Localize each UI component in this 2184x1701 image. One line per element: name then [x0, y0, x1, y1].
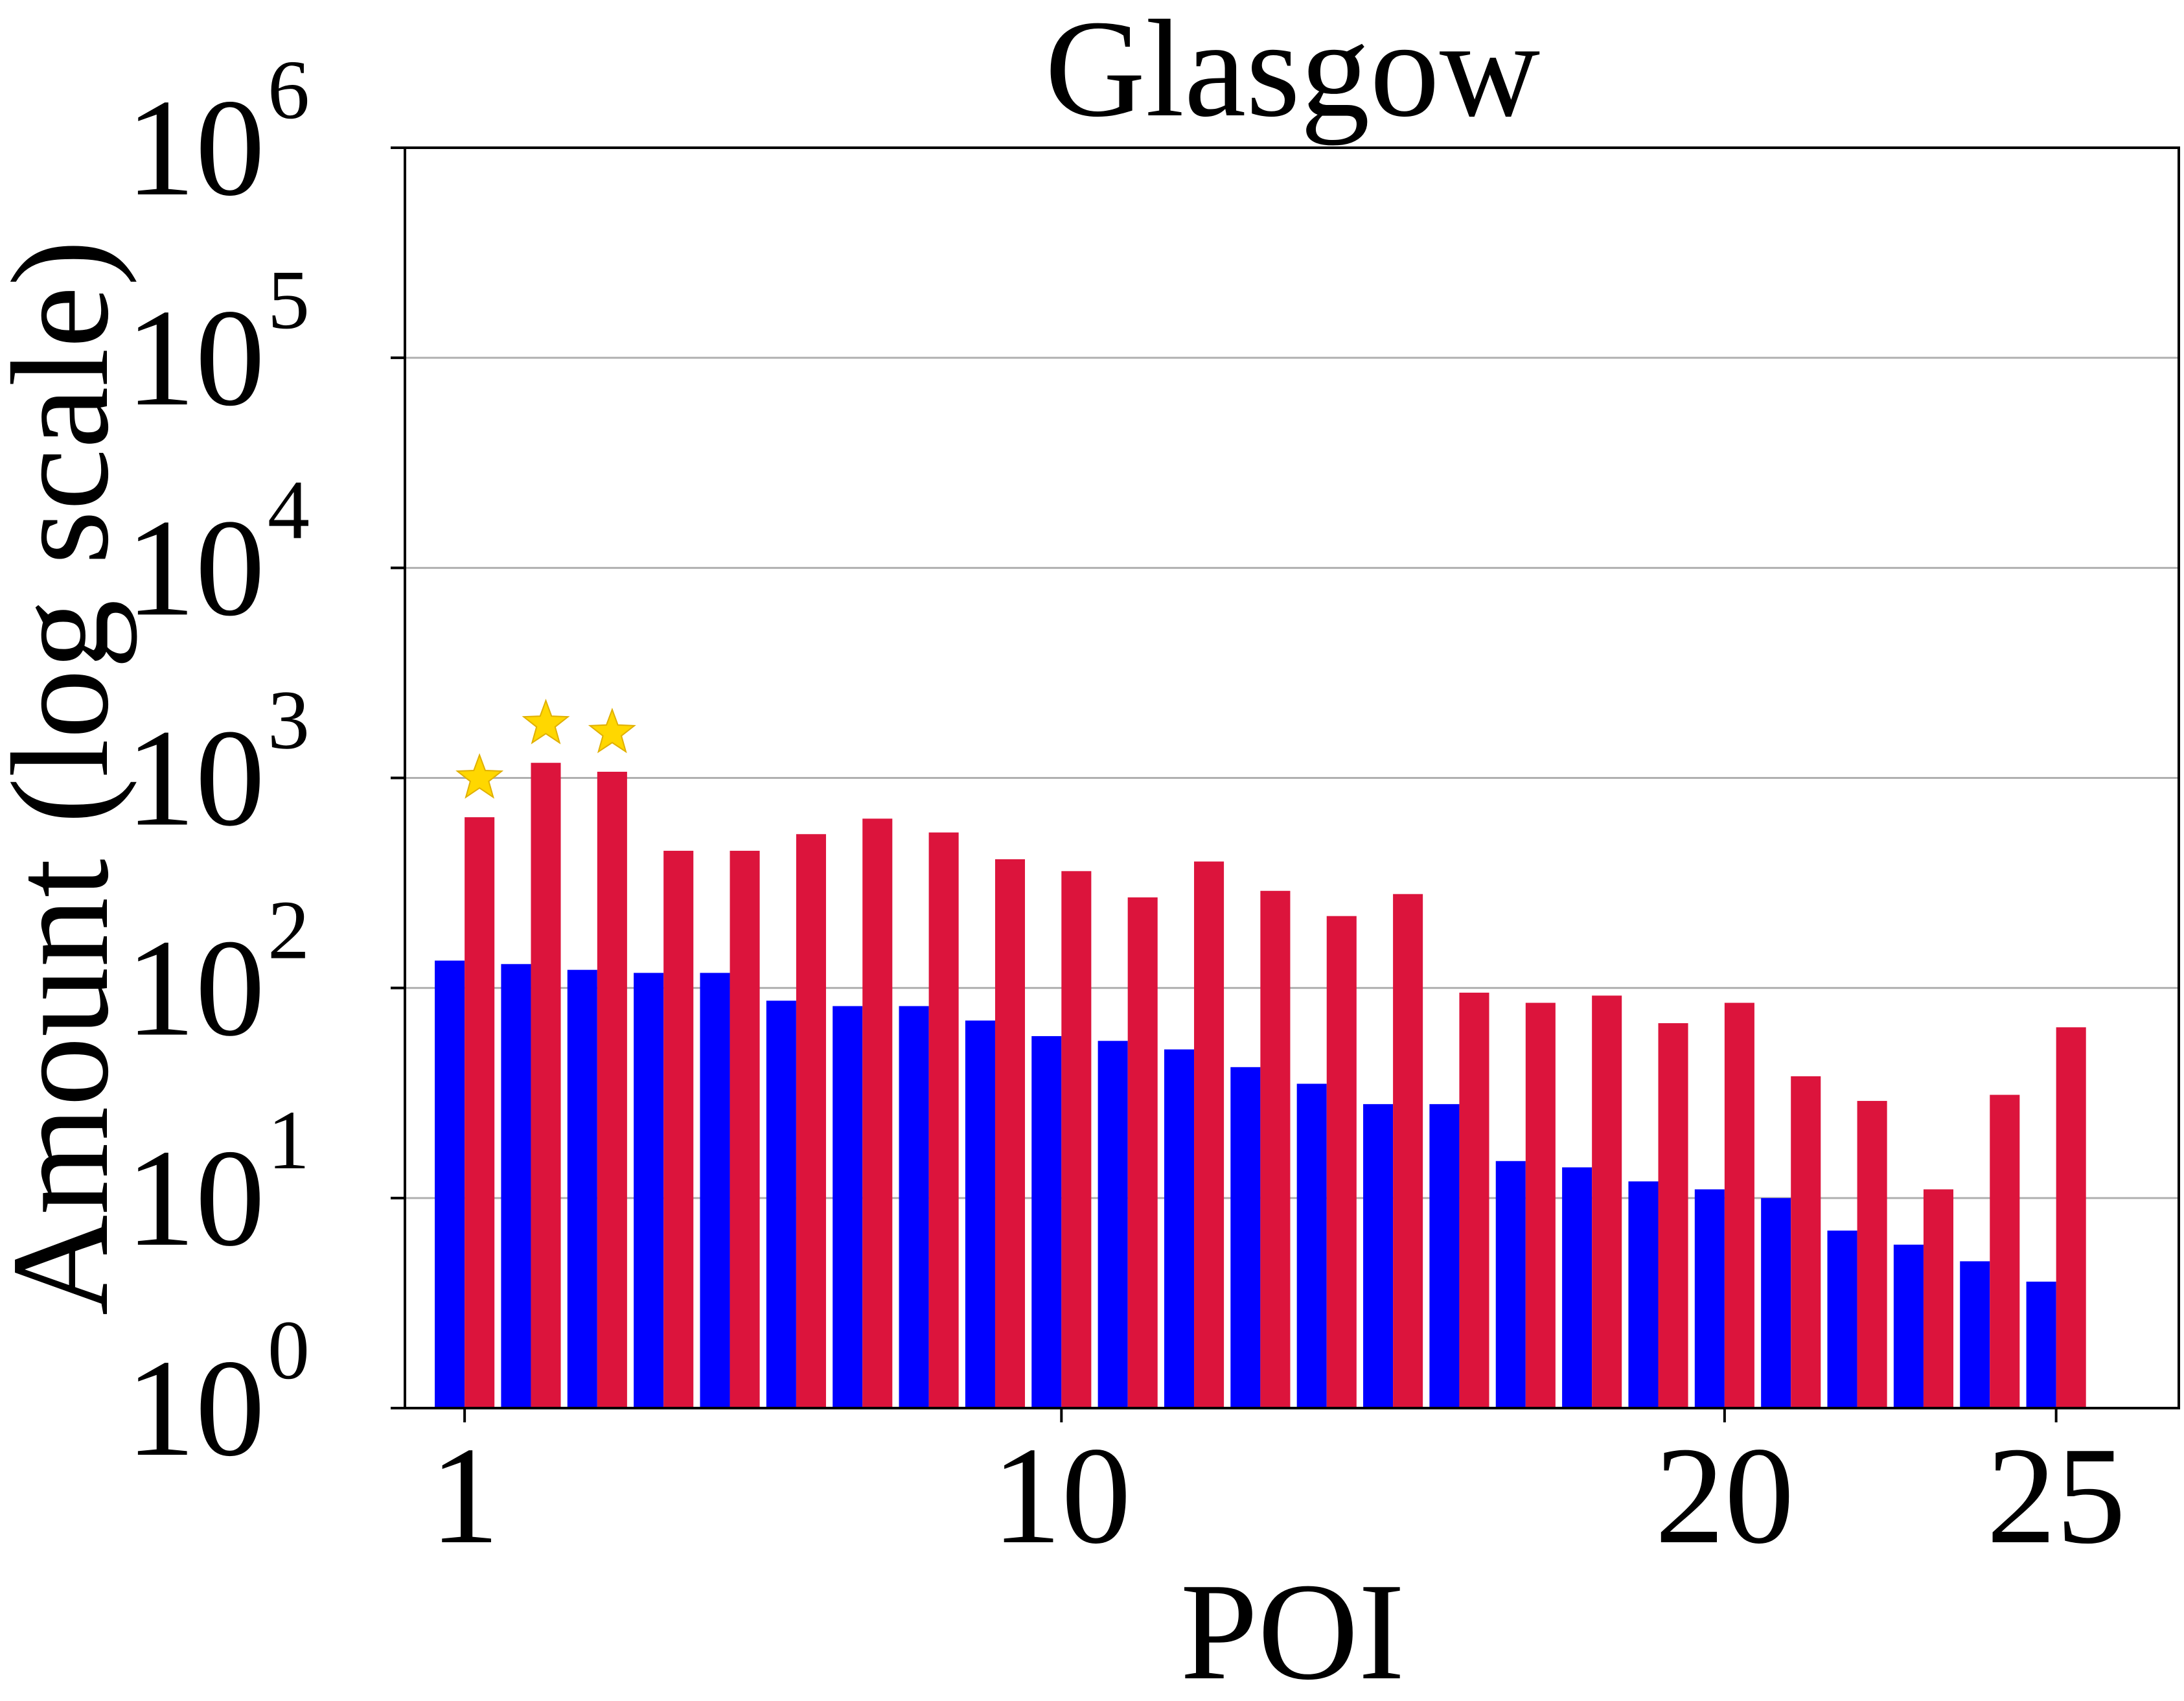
bar-s1-poi-4 [634, 973, 664, 1408]
bar-s2-poi-17 [1525, 1002, 1556, 1408]
bar-s2-poi-4 [663, 850, 694, 1408]
star-icon [455, 753, 504, 799]
axis-ticks: 100 101 102 103 104 105 106 1 10 20 25 [126, 43, 2126, 1573]
bar-s2-poi-1 [465, 817, 495, 1408]
bar-s2-poi-18 [1592, 995, 1622, 1408]
bar-s1-poi-3 [567, 969, 597, 1408]
bar-s1-poi-14 [1296, 1083, 1327, 1408]
bar-s1-poi-16 [1429, 1104, 1460, 1408]
x-tick-label: 10 [992, 1418, 1131, 1573]
bar-s1-poi-6 [766, 1001, 796, 1408]
bar-s2-poi-21 [1791, 1076, 1821, 1408]
bar-s1-poi-13 [1230, 1067, 1261, 1408]
star-annotations [455, 699, 636, 799]
y-tick-label: 105 [126, 253, 310, 435]
bar-s1-poi-7 [833, 1006, 863, 1408]
bar-s1-poi-17 [1495, 1161, 1526, 1408]
bar-s1-poi-25 [2026, 1281, 2056, 1408]
y-axis-label: Amount (log scale) [0, 240, 137, 1315]
bar-s1-poi-20 [1694, 1189, 1725, 1408]
bar-s1-poi-5 [700, 973, 730, 1408]
star-icon [588, 708, 636, 754]
bar-s1-poi-18 [1562, 1167, 1592, 1408]
bars [435, 763, 2086, 1408]
bar-s2-poi-14 [1326, 916, 1357, 1408]
y-tick-label: 102 [126, 884, 310, 1065]
bar-s2-poi-3 [597, 771, 627, 1408]
bar-s2-poi-22 [1857, 1100, 1887, 1408]
bar-s2-poi-7 [862, 818, 893, 1408]
bar-s1-poi-11 [1098, 1041, 1128, 1408]
bar-s2-poi-2 [531, 763, 561, 1408]
bar-s1-poi-22 [1827, 1231, 1857, 1408]
bar-s1-poi-1 [435, 960, 465, 1408]
bar-s2-poi-10 [1061, 871, 1092, 1408]
bar-s2-poi-24 [1990, 1094, 2020, 1408]
y-tick-label: 101 [126, 1094, 310, 1275]
bar-s1-poi-9 [965, 1020, 995, 1408]
y-tick-label: 103 [126, 674, 310, 855]
bar-s2-poi-15 [1393, 894, 1423, 1408]
y-tick-label: 104 [126, 463, 310, 645]
bar-s2-poi-20 [1724, 1002, 1754, 1408]
x-tick-label: 1 [430, 1418, 500, 1573]
bar-s1-poi-23 [1893, 1244, 1924, 1408]
y-tick-label: 100 [126, 1304, 310, 1485]
bar-s2-poi-8 [928, 832, 959, 1408]
bar-s1-poi-10 [1031, 1036, 1062, 1408]
bar-s1-poi-8 [899, 1006, 929, 1408]
bar-s1-poi-21 [1761, 1198, 1791, 1408]
bar-s2-poi-16 [1459, 992, 1489, 1408]
bar-s1-poi-2 [501, 964, 531, 1408]
y-tick-label: 106 [126, 43, 310, 225]
bar-s2-poi-11 [1127, 897, 1158, 1408]
bar-s2-poi-23 [1923, 1189, 1953, 1408]
bar-s2-poi-9 [994, 859, 1026, 1408]
chart-title: Glasgow [1045, 0, 1540, 146]
bar-s2-poi-6 [796, 834, 826, 1408]
bar-s2-poi-19 [1658, 1023, 1688, 1408]
bar-s1-poi-12 [1164, 1049, 1195, 1408]
bar-s1-poi-24 [1960, 1261, 1990, 1408]
bar-s2-poi-12 [1194, 861, 1224, 1408]
bar-s2-poi-5 [730, 850, 760, 1408]
x-tick-label: 25 [1986, 1418, 2126, 1573]
star-icon [522, 699, 570, 745]
bar-s2-poi-25 [2056, 1027, 2086, 1408]
bar-s1-poi-19 [1628, 1181, 1659, 1408]
bar-s1-poi-15 [1363, 1104, 1394, 1408]
x-tick-label: 20 [1655, 1418, 1794, 1573]
bar-s2-poi-13 [1260, 890, 1291, 1408]
x-axis-label: POI [1180, 1554, 1405, 1701]
